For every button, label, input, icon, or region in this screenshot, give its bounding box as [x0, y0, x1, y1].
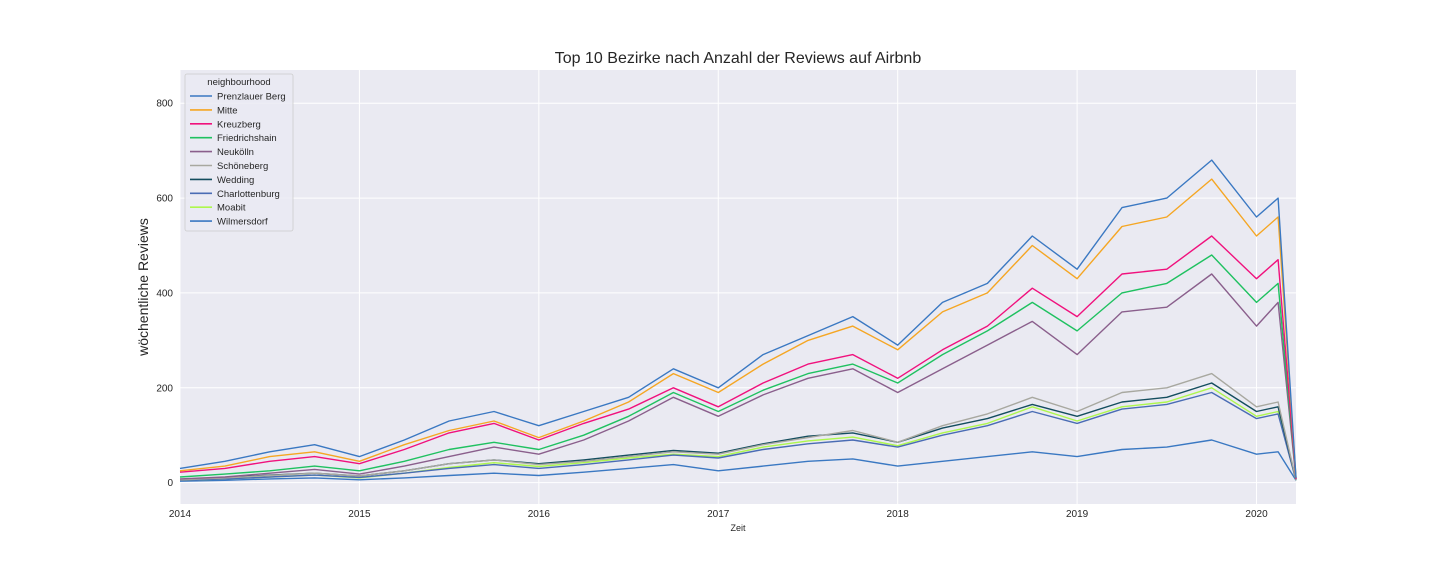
x-axis-label: Zeit — [730, 523, 746, 533]
y-axis: 0 200 400 600 800 — [156, 99, 173, 489]
y-axis-label: wöchentliche Reviews — [135, 218, 151, 357]
series-line — [179, 372, 1297, 481]
x-tick-label: 2014 — [169, 509, 192, 520]
legend-items: Prenzlauer Berg Mitte Kreuzberg Friedrichsh… — [190, 92, 286, 228]
x-tick-label: 2016 — [528, 509, 551, 520]
legend-label: Friedrichshain — [217, 133, 277, 144]
grid — [179, 70, 1296, 504]
legend-label: Moabit — [217, 203, 246, 214]
series-line — [179, 159, 1297, 478]
y-tick-label: 200 — [156, 383, 173, 394]
y-tick-label: 600 — [156, 194, 173, 205]
series-line — [179, 439, 1297, 482]
series-line — [179, 235, 1297, 479]
series-line — [179, 178, 1297, 478]
y-tick-label: 400 — [156, 288, 173, 299]
legend-label: Kreuzberg — [217, 119, 261, 130]
legend-label: Charlottenburg — [217, 189, 280, 200]
legend-title: neighbourhood — [207, 77, 270, 88]
x-tick-label: 2019 — [1066, 509, 1089, 520]
plot-area — [180, 70, 1296, 504]
x-tick-label: 2020 — [1245, 509, 1268, 520]
legend-label: Wedding — [217, 175, 254, 186]
y-tick-label: 0 — [167, 478, 173, 489]
x-axis: 2014 2015 2016 2017 2018 2019 2020 — [169, 509, 1268, 520]
series-line — [179, 391, 1297, 481]
y-tick-label: 800 — [156, 99, 173, 110]
legend-label: Wilmersdorf — [217, 217, 268, 228]
x-tick-label: 2015 — [348, 509, 371, 520]
legend: neighbourhood Prenzlauer Berg Mitte Kreuzb… — [184, 73, 294, 232]
legend-label: Neukölln — [217, 147, 254, 158]
legend-label: Prenzlauer Berg — [217, 92, 286, 103]
legend-box — [184, 73, 294, 232]
legend-label: Schöneberg — [217, 161, 268, 172]
chart-title: Top 10 Bezirke nach Anzahl der Reviews a… — [555, 50, 922, 67]
series-line — [179, 273, 1297, 480]
x-tick-label: 2018 — [887, 509, 910, 520]
series-line — [179, 254, 1297, 479]
x-tick-label: 2017 — [707, 509, 730, 520]
legend-label: Mitte — [217, 105, 238, 116]
series-layer — [179, 159, 1297, 482]
